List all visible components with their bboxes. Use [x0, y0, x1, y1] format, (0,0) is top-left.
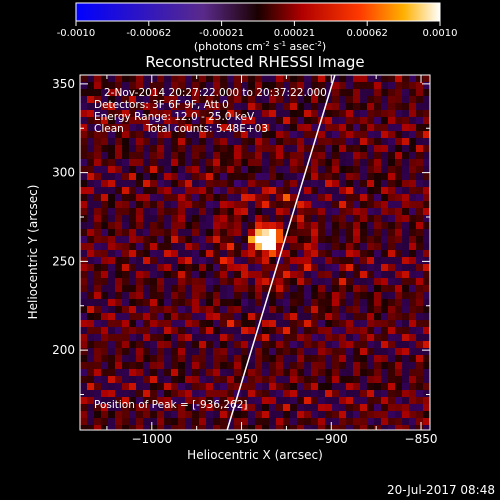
plot-area: [80, 75, 430, 430]
x-axis: −1000 −950 −900 −850: [106, 75, 438, 446]
y-tick-label: 350: [52, 77, 75, 91]
colorbar-tick-label: -0.0010: [57, 28, 96, 39]
plot-frame: [79, 74, 431, 431]
colorbar-tick-label: 0.0010: [423, 28, 458, 39]
annotation-algorithm: Clean: [94, 123, 124, 135]
colorbar: -0.0010 -0.00062 -0.00021 0.00021 0.00062 0.0…: [57, 2, 458, 53]
x-tick-label: −900: [315, 432, 348, 446]
colorbar-ticks: -0.0010 -0.00062 -0.00021 0.00021 0.00062 0.0…: [57, 21, 458, 39]
y-tick-label: 300: [52, 166, 75, 180]
heatmap-image: [80, 75, 430, 430]
solar-limb-line: [226, 75, 336, 430]
y-tick-label: 250: [52, 254, 75, 268]
x-axis-label: Heliocentric X (arcsec): [187, 448, 323, 462]
x-tick-label: −950: [225, 432, 258, 446]
y-axis: 200 250 300 350: [52, 77, 430, 395]
x-tick-label: −1000: [131, 432, 172, 446]
annotation-detectors: Detectors: 3F 6F 9F, Att 0: [94, 99, 229, 111]
colorbar-tick-label: 0.00021: [274, 28, 315, 39]
colorbar-units: (photons cm-2 s-1 asec-2): [194, 40, 326, 53]
x-tick-label: −850: [405, 432, 438, 446]
footer-date: 20-Jul-2017 08:48: [387, 483, 495, 497]
annotations: 2-Nov-2014 20:27:22.000 to 20:37:22.000 …: [94, 87, 327, 411]
annotation-time-range: 2-Nov-2014 20:27:22.000 to 20:37:22.000: [104, 87, 327, 99]
colorbar-tick-label: 0.00062: [347, 28, 388, 39]
y-axis-label: Heliocentric Y (arcsec): [26, 185, 40, 320]
annotation-energy: Energy Range: 12.0 - 25.0 keV: [94, 111, 255, 123]
annotation-counts: Total counts: 5.48E+03: [145, 123, 268, 135]
annotation-peak: Position of Peak = [-936,262]: [94, 399, 248, 411]
colorbar-tick-label: -0.00062: [126, 28, 171, 39]
y-tick-label: 200: [52, 343, 75, 357]
chart-title: Reconstructed RHESSI Image: [145, 53, 364, 71]
colorbar-gradient: [75, 2, 441, 22]
colorbar-tick-label: -0.00021: [199, 28, 244, 39]
